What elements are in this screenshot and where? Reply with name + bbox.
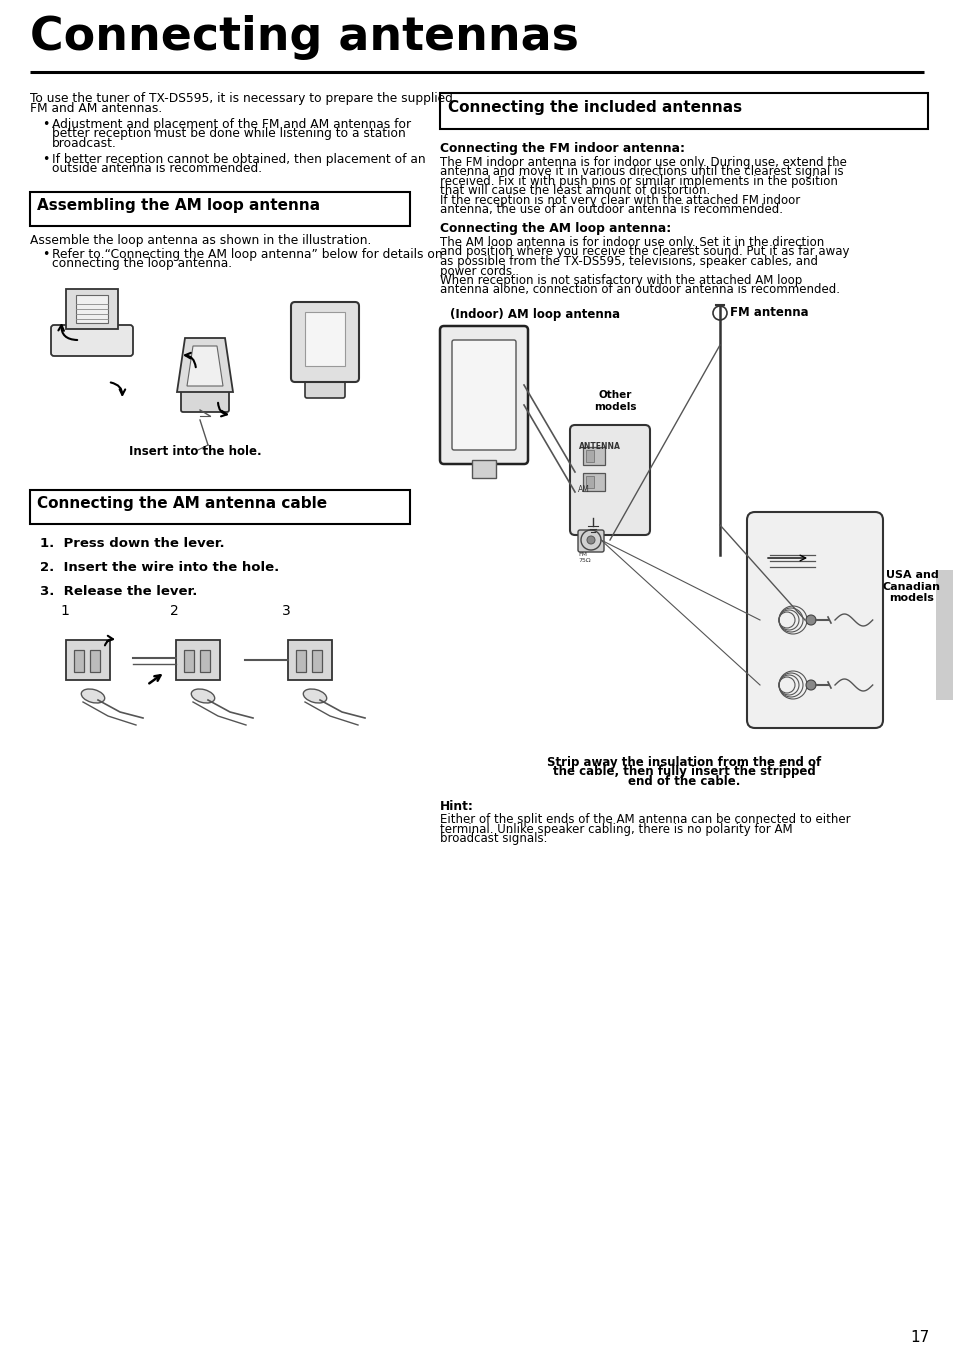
Text: USA and
Canadian
models: USA and Canadian models: [882, 570, 940, 603]
Ellipse shape: [192, 689, 214, 703]
Text: AM: AM: [578, 485, 589, 494]
FancyBboxPatch shape: [452, 340, 516, 450]
FancyBboxPatch shape: [295, 650, 306, 671]
FancyBboxPatch shape: [472, 459, 496, 478]
Text: FM
75Ω: FM 75Ω: [578, 553, 590, 563]
Text: Refer to “Connecting the AM loop antenna” below for details on: Refer to “Connecting the AM loop antenna…: [52, 249, 442, 261]
Text: 3: 3: [282, 604, 291, 617]
Polygon shape: [177, 338, 233, 392]
FancyBboxPatch shape: [30, 192, 410, 226]
FancyBboxPatch shape: [66, 289, 118, 330]
Text: 17: 17: [910, 1329, 929, 1346]
Text: Connecting antennas: Connecting antennas: [30, 15, 578, 59]
FancyBboxPatch shape: [305, 312, 345, 366]
FancyBboxPatch shape: [569, 426, 649, 535]
Text: FM and AM antennas.: FM and AM antennas.: [30, 101, 162, 115]
Text: power cords.: power cords.: [439, 265, 516, 277]
Text: end of the cable.: end of the cable.: [627, 775, 740, 788]
Text: Strip away the insulation from the end of: Strip away the insulation from the end o…: [546, 757, 821, 769]
FancyBboxPatch shape: [582, 473, 604, 490]
Text: (Indoor) AM loop antenna: (Indoor) AM loop antenna: [450, 308, 619, 322]
Text: better reception must be done while listening to a station: better reception must be done while list…: [52, 127, 405, 141]
Text: •: •: [42, 249, 50, 261]
Circle shape: [805, 680, 815, 690]
Text: Connecting the AM loop antenna:: Connecting the AM loop antenna:: [439, 222, 671, 235]
FancyBboxPatch shape: [582, 447, 604, 465]
Polygon shape: [187, 346, 223, 386]
FancyBboxPatch shape: [200, 650, 210, 671]
Text: Other
models: Other models: [593, 390, 636, 412]
Text: 1: 1: [60, 604, 69, 617]
FancyBboxPatch shape: [184, 650, 193, 671]
Text: 3.  Release the lever.: 3. Release the lever.: [40, 585, 197, 598]
Text: The FM indoor antenna is for indoor use only. During use, extend the: The FM indoor antenna is for indoor use …: [439, 155, 846, 169]
Text: Hint:: Hint:: [439, 800, 474, 813]
Text: The AM loop antenna is for indoor use only. Set it in the direction: The AM loop antenna is for indoor use on…: [439, 236, 823, 249]
Text: terminal. Unlike speaker cabling, there is no polarity for AM: terminal. Unlike speaker cabling, there …: [439, 823, 792, 835]
Circle shape: [586, 536, 595, 544]
FancyBboxPatch shape: [175, 640, 220, 680]
Text: Connecting the FM indoor antenna:: Connecting the FM indoor antenna:: [439, 142, 684, 155]
Text: To use the tuner of TX-DS595, it is necessary to prepare the supplied: To use the tuner of TX-DS595, it is nece…: [30, 92, 453, 105]
Text: Assemble the loop antenna as shown in the illustration.: Assemble the loop antenna as shown in th…: [30, 234, 371, 247]
Text: FM antenna: FM antenna: [729, 305, 808, 319]
FancyBboxPatch shape: [288, 640, 332, 680]
Text: received. Fix it with push pins or similar implements in the position: received. Fix it with push pins or simil…: [439, 176, 837, 188]
Text: connecting the loop antenna.: connecting the loop antenna.: [52, 258, 232, 270]
Text: as possible from the TX-DS595, televisions, speaker cables, and: as possible from the TX-DS595, televisio…: [439, 255, 817, 267]
Text: the cable, then fully insert the stripped: the cable, then fully insert the strippe…: [552, 766, 815, 778]
Text: and position where you receive the clearest sound. Put it as far away: and position where you receive the clear…: [439, 246, 848, 258]
Text: Connecting the included antennas: Connecting the included antennas: [448, 100, 741, 115]
FancyBboxPatch shape: [51, 326, 132, 357]
Text: When reception is not satisfactory with the attached AM loop: When reception is not satisfactory with …: [439, 274, 801, 286]
FancyBboxPatch shape: [305, 376, 345, 399]
Text: 2.  Insert the wire into the hole.: 2. Insert the wire into the hole.: [40, 561, 279, 574]
Text: •: •: [42, 153, 50, 166]
Ellipse shape: [303, 689, 326, 703]
FancyBboxPatch shape: [578, 530, 603, 553]
Text: Assembling the AM loop antenna: Assembling the AM loop antenna: [37, 199, 320, 213]
Text: Connecting the AM antenna cable: Connecting the AM antenna cable: [37, 496, 327, 511]
Text: broadcast.: broadcast.: [52, 136, 117, 150]
Text: Insert into the hole.: Insert into the hole.: [129, 444, 261, 458]
Circle shape: [805, 615, 815, 626]
Text: outside antenna is recommended.: outside antenna is recommended.: [52, 162, 262, 176]
Text: •: •: [42, 118, 50, 131]
Text: Adjustment and placement of the FM and AM antennas for: Adjustment and placement of the FM and A…: [52, 118, 411, 131]
Text: ANTENNA: ANTENNA: [578, 442, 620, 451]
Text: antenna alone, connection of an outdoor antenna is recommended.: antenna alone, connection of an outdoor …: [439, 284, 840, 296]
FancyBboxPatch shape: [30, 490, 410, 524]
Text: antenna and move it in various directions until the clearest signal is: antenna and move it in various direction…: [439, 166, 842, 178]
FancyBboxPatch shape: [90, 650, 100, 671]
Text: 2: 2: [170, 604, 178, 617]
FancyBboxPatch shape: [439, 326, 527, 463]
Text: that will cause the least amount of distortion.: that will cause the least amount of dist…: [439, 185, 709, 197]
Text: If the reception is not very clear with the attached FM indoor: If the reception is not very clear with …: [439, 195, 800, 207]
FancyBboxPatch shape: [935, 570, 953, 700]
Text: antenna, the use of an outdoor antenna is recommended.: antenna, the use of an outdoor antenna i…: [439, 204, 782, 216]
Text: broadcast signals.: broadcast signals.: [439, 832, 547, 844]
FancyBboxPatch shape: [439, 93, 927, 128]
FancyBboxPatch shape: [585, 450, 594, 462]
FancyBboxPatch shape: [291, 303, 358, 382]
FancyBboxPatch shape: [746, 512, 882, 728]
Text: If better reception cannot be obtained, then placement of an: If better reception cannot be obtained, …: [52, 153, 425, 166]
FancyBboxPatch shape: [74, 650, 84, 671]
FancyBboxPatch shape: [181, 390, 229, 412]
Ellipse shape: [81, 689, 105, 703]
Text: 1.  Press down the lever.: 1. Press down the lever.: [40, 536, 224, 550]
FancyBboxPatch shape: [585, 476, 594, 488]
FancyBboxPatch shape: [76, 295, 108, 323]
Text: Either of the split ends of the AM antenna can be connected to either: Either of the split ends of the AM anten…: [439, 813, 850, 825]
FancyBboxPatch shape: [312, 650, 322, 671]
FancyBboxPatch shape: [66, 640, 110, 680]
